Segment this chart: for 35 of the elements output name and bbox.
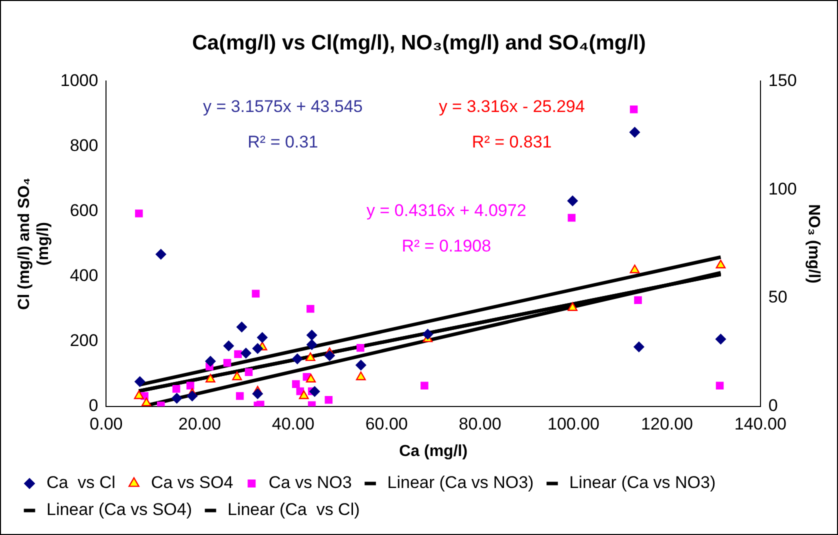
x-tick-label: 140.00 [734,414,786,434]
annotation: y = 3.1575x + 43.545 [202,96,363,116]
x-tick-label: 0.00 [90,414,123,434]
annotation: R² = 0.831 [472,132,552,152]
y-tick-label: 400 [70,266,98,286]
y2-axis-title: NO₃ (mg/l) [804,204,822,284]
y-tick-label: 1000 [60,70,98,90]
x-axis-title: Ca (mg/l) [399,442,468,460]
legend-label: Linear (Ca vs Cl) [227,500,360,520]
legend-label: Ca vs SO4 [150,473,234,492]
annotation: R² = 0.1908 [402,236,492,256]
x-tick-label: 80.00 [458,414,502,434]
annotation: y = 3.316x - 25.294 [438,96,585,116]
y-tick-label: 0 [88,396,98,416]
legend-label: Linear (Ca vs NO3) [387,473,534,492]
x-tick-label: 40.00 [272,414,314,434]
x-tick-label: 60.00 [365,414,408,434]
y-axis-title: Cl (mg/l) and SO₄ (mg/l) [16,178,52,310]
x-tick-label: 20.00 [178,414,221,434]
x-tick-label: 120.00 [640,414,693,434]
chart-title: Ca(mg/l) vs Cl(mg/l), NO₃(mg/l) and SO₄(mg/l) [192,31,646,54]
legend-label: Ca vs Cl [46,473,116,492]
legend-label: Linear (Ca vs NO3) [569,473,716,492]
legend-label: Ca vs NO3 [268,473,352,492]
y-tick-label: 800 [70,136,98,155]
y-tick-label: 600 [70,200,98,220]
x-tick-label: 100.00 [548,414,600,434]
legend-label: Linear (Ca vs SO4) [46,500,192,520]
annotation: y = 0.4316x + 4.0972 [366,200,526,220]
y2-tick-label: 150 [768,70,797,90]
y2-tick-label: 50 [768,288,788,307]
y-tick-label: 200 [70,331,98,350]
y2-tick-label: 100 [768,179,797,198]
annotation: R² = 0.31 [248,132,318,152]
y2-tick-label: 0 [768,396,778,416]
